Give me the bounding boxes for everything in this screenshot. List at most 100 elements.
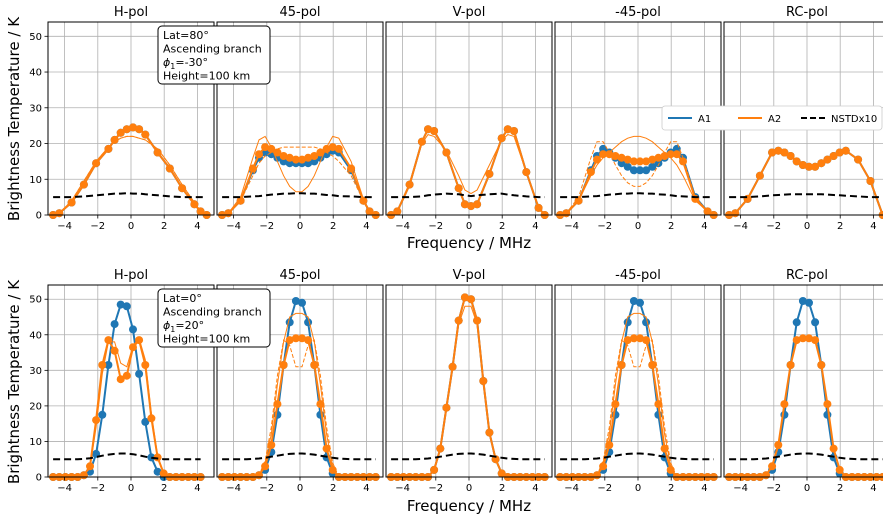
row0-panel4-series-a2-point-16 — [841, 146, 850, 155]
row1-panel0-series-a2-point-15 — [141, 361, 150, 369]
row0-panel4-series-a2-point-5 — [774, 146, 783, 155]
row1-panel0-series-a2 — [53, 337, 201, 478]
row1-panel1-series-a2 — [222, 337, 376, 478]
row0-panel0-series-a2-point-9 — [129, 123, 137, 132]
row0-panel2-xtick-label-2: 0 — [466, 221, 472, 232]
row1-panel2-xtick-label-3: 2 — [499, 483, 505, 494]
row0-panel0-ytick-label-5: 50 — [29, 32, 42, 43]
row0-panel2-xtick-label-0: −4 — [395, 221, 410, 232]
row1-panel3-series-a1-point-11 — [623, 318, 632, 327]
row0-panel1-xtick-label-3: 2 — [330, 221, 336, 232]
row1-panel1-series-a1-point-13 — [298, 298, 306, 307]
row0-annotation: Lat=80°Ascending branchϕ1=-30°Height=100… — [157, 25, 271, 85]
row0-panel0-ytick-label-3: 30 — [29, 103, 42, 114]
row0-panel4-xtick-label-4: 4 — [870, 221, 876, 232]
row0-panel1-series-a2-point-8 — [279, 152, 288, 160]
row1-panel4-frame — [723, 284, 883, 478]
row0-panel0-ytick-label-0: 0 — [36, 211, 42, 222]
row1-panel4-series-a1-point-11 — [792, 318, 801, 327]
row1-panel0-series-a2-point-13 — [129, 343, 137, 352]
row0-panel4-series-a2-point-15 — [835, 148, 844, 157]
row0-panel1-series-a2-point-4 — [255, 150, 263, 159]
row1-panel3-series-a1-point-12 — [629, 297, 638, 305]
row1-panel1-series-a2-point-13 — [298, 334, 306, 343]
row1-panel4-series-a1-point-13 — [805, 298, 813, 307]
row1-panel0-series-a2-point-14 — [135, 336, 144, 345]
row0-panel1-series-a2-point-5 — [261, 143, 270, 152]
row0-panel1: −4 −2 0 2 4 45-pol — [216, 5, 384, 232]
row1-panel1: −4 −2 0 2 4 45-pol — [216, 268, 384, 494]
row1-panel0-series-nstdx10 — [53, 452, 201, 461]
row0-panel1-series-a2-point-9 — [285, 153, 294, 162]
row0-panel2-xtick-label-4: 4 — [532, 221, 538, 232]
row1-panel3-series-nstdx10 — [560, 452, 714, 461]
row0-panel0-series-a2-point-5 — [104, 144, 113, 153]
row0-panel0-series-a2-point-6 — [110, 135, 119, 144]
row0-panel2: −4 −2 0 2 4 V-pol — [385, 5, 553, 232]
row1-panel1-series-a1-point-12 — [291, 297, 300, 305]
row1-annotation-line-3: Height=100 km — [163, 333, 250, 346]
row1-panel2-xtick-label-2: 0 — [466, 483, 472, 494]
row1-panel2-series-a2-point-12 — [460, 293, 469, 302]
row1-panel0-series-a1-point-9 — [104, 361, 113, 369]
row1-panel2-xtick-label-0: −4 — [395, 483, 410, 494]
row0-panel4-series-a2-point-2 — [743, 194, 752, 203]
row0-panel0-series-a2-point-10 — [135, 125, 144, 134]
row1-panel3-series-a2-point-13 — [636, 334, 644, 343]
row0-annotation-line-1: Ascending branch — [163, 43, 262, 56]
row0-panel4-series-a2-point-10 — [805, 162, 813, 171]
row0-panel3-xtick-label-2: 0 — [635, 221, 641, 232]
row1-panel4-series-a2-point-13 — [805, 334, 813, 343]
row0-panel0-series-a2 — [52, 126, 208, 216]
row0-panel0-xtick-label-3: 2 — [161, 221, 167, 232]
row0-panel4-xtick-label-1: −2 — [766, 221, 781, 232]
row0-panel2-xtick-label-3: 2 — [499, 221, 505, 232]
row0-panel3-xtick-label-4: 4 — [701, 221, 707, 232]
row0-annotation-line-3: Height=100 km — [163, 70, 250, 83]
row0-panel3-series-a2-point-3 — [586, 168, 595, 177]
row1-panel0-series-a1-point-17 — [153, 467, 162, 476]
row0-panel3-title: -45-pol — [615, 5, 661, 20]
row0-panel2-series-a2-thin — [390, 134, 546, 216]
row1-panel3-series-a1 — [560, 299, 714, 478]
row1-panel3-xtick-label-0: −4 — [564, 483, 579, 494]
row1-panel0-series-a2-point-8 — [98, 361, 107, 369]
row1-panel4-series-a2-point-7 — [768, 462, 777, 471]
row0-panel2-series-a2-point-7 — [454, 184, 463, 193]
row1-panel3-xtick-label-2: 0 — [635, 483, 641, 494]
row1-panel1-series-a2-dashed — [222, 339, 376, 478]
ylabel-top: Brightness Temperature / K — [5, 16, 23, 221]
row0-panel2-series-a2-point-13 — [503, 125, 512, 134]
legend-label-NSTDx10: NSTDx10 — [831, 114, 877, 125]
row0-panel3: −4 −2 0 2 4 -45-pol — [554, 5, 722, 232]
row1-panel1-series-a2-point-14 — [304, 336, 313, 345]
row1-panel0-series-a1-point-8 — [98, 410, 107, 419]
row1-panel0-ytick-label-1: 10 — [29, 437, 42, 448]
row0-panel3-series-a2-point-7 — [611, 152, 620, 160]
row0-panel1-series-a2-point-16 — [328, 143, 337, 152]
row1-panel0-xtick-label-2: 0 — [128, 483, 134, 494]
row1-panel0-series-a1-point-11 — [116, 300, 125, 309]
row1-panel4-xtick-label-1: −2 — [766, 483, 781, 494]
row0-annotation-line-2: ϕ1=-30° — [163, 56, 208, 71]
row1-panel0-series-a1-point-10 — [110, 320, 119, 329]
row0-panel3-series-a2-point-8 — [617, 153, 626, 162]
row0-panel2-title: V-pol — [453, 5, 486, 20]
row1-panel4-series-a2-point-11 — [792, 336, 801, 345]
row0-panel3-series-a1-point-12 — [642, 166, 651, 175]
row1-panel3-series-a2-point-18 — [666, 465, 675, 474]
row0-panel1-series-a2-thin — [221, 135, 376, 216]
row1-panel4-series-a2 — [729, 337, 883, 478]
row0-panel4-xtick-label-3: 2 — [837, 221, 843, 232]
row0-panel1-xtick-label-1: −2 — [259, 221, 274, 232]
row1-panel1-series-a2-point-18 — [328, 465, 337, 474]
row0-panel4-series-a2-point-7 — [786, 152, 795, 160]
row0-panel0-ytick-label-2: 20 — [29, 139, 42, 150]
row1-panel0-series-a1-point-14 — [135, 369, 144, 378]
row0-panel0-series-a2-point-7 — [116, 128, 125, 137]
row1-panel3-xtick-label-1: −2 — [597, 483, 612, 494]
row0-panel1-xtick-label-4: 4 — [363, 221, 369, 232]
xlabel-bottom: Frequency / MHz — [407, 497, 531, 515]
row0-panel3-series-a2-point-17 — [672, 150, 681, 159]
